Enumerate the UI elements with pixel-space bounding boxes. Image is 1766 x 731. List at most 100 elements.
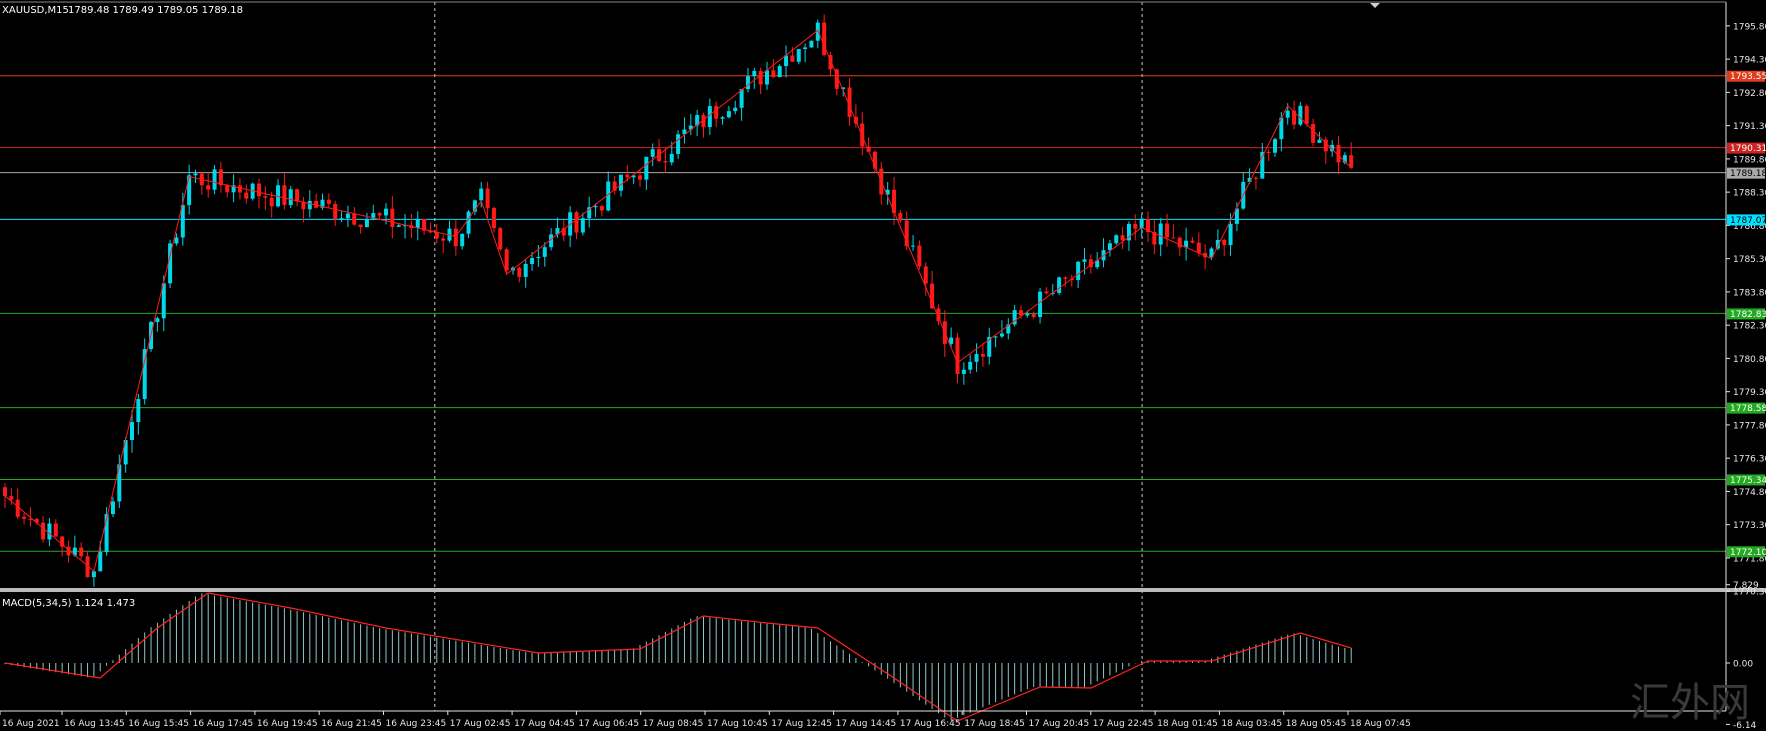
time-tick-label: 17 Aug 04:45 bbox=[514, 719, 575, 729]
candle-body bbox=[136, 399, 141, 423]
candle-body bbox=[917, 245, 922, 267]
candle-body bbox=[282, 185, 287, 205]
candle-body bbox=[961, 369, 966, 374]
ohlc-readout: 1789.48 1789.49 1789.05 1789.18 bbox=[68, 5, 243, 16]
candle-body bbox=[1184, 240, 1189, 248]
price-tick-label: 1779.30 bbox=[1733, 388, 1766, 398]
price-tick-label: 1785.30 bbox=[1733, 255, 1766, 265]
candle-body bbox=[1304, 105, 1309, 124]
candle-body bbox=[688, 125, 693, 130]
candle-body bbox=[980, 354, 985, 357]
candle-body bbox=[295, 189, 300, 202]
level-tag-label: 1782.83 bbox=[1730, 310, 1766, 320]
watermark: 汇外网 bbox=[1630, 680, 1750, 726]
time-tick-label: 17 Aug 18:45 bbox=[964, 719, 1025, 729]
candle-body bbox=[472, 200, 477, 212]
time-tick-label: 17 Aug 06:45 bbox=[578, 719, 639, 729]
candle-body bbox=[206, 185, 211, 190]
candle-body bbox=[1139, 218, 1144, 229]
candle-body bbox=[333, 203, 338, 220]
candle-body bbox=[745, 76, 750, 90]
candle-body bbox=[866, 146, 871, 152]
candle-body bbox=[930, 283, 935, 309]
candle-body bbox=[237, 185, 242, 193]
candle-body bbox=[1285, 110, 1290, 118]
candle-body bbox=[790, 55, 795, 62]
time-tick-label: 18 Aug 05:45 bbox=[1286, 719, 1347, 729]
candle-body bbox=[110, 501, 115, 515]
time-tick-label: 17 Aug 10:45 bbox=[707, 719, 768, 729]
candle-body bbox=[892, 189, 896, 213]
candle-body bbox=[733, 107, 738, 112]
price-tick-label: 1791.30 bbox=[1733, 122, 1766, 132]
candle-body bbox=[257, 183, 261, 197]
candle-body bbox=[523, 263, 528, 277]
candle-body bbox=[714, 106, 719, 119]
candle-body bbox=[28, 518, 33, 520]
candle-body bbox=[517, 267, 522, 277]
candle-body bbox=[618, 174, 623, 191]
price-tick-label: 1774.80 bbox=[1733, 488, 1766, 498]
candle-body bbox=[1298, 105, 1303, 125]
candle-body bbox=[803, 47, 808, 50]
candle-body bbox=[155, 318, 160, 322]
time-tick-label: 17 Aug 22:45 bbox=[1093, 719, 1154, 729]
candle-body bbox=[631, 175, 636, 178]
candle-body bbox=[726, 111, 731, 118]
candle-body bbox=[263, 196, 268, 198]
candle-body bbox=[1088, 259, 1093, 268]
candle-body bbox=[676, 134, 681, 154]
time-tick-label: 16 Aug 17:45 bbox=[193, 719, 254, 729]
time-tick-label: 16 Aug 21:45 bbox=[321, 719, 382, 729]
candle-body bbox=[904, 220, 909, 247]
price-tick-label: 1777.80 bbox=[1733, 421, 1766, 431]
candle-body bbox=[377, 213, 382, 216]
candle-body bbox=[390, 208, 395, 227]
candle-body bbox=[1126, 223, 1131, 241]
candle-body bbox=[123, 440, 128, 465]
candle-body bbox=[1203, 252, 1208, 258]
time-tick-label: 16 Aug 15:45 bbox=[128, 719, 189, 729]
candle-body bbox=[1222, 240, 1227, 246]
candle-body bbox=[606, 181, 611, 211]
candle-body bbox=[504, 249, 509, 271]
candle-body bbox=[79, 547, 84, 557]
candle-body bbox=[3, 487, 7, 497]
candle-body bbox=[364, 218, 369, 228]
price-tick-label: 1783.80 bbox=[1733, 288, 1766, 298]
level-tag-label: 1775.34 bbox=[1730, 476, 1766, 486]
candle-body bbox=[587, 207, 592, 219]
candle-body bbox=[834, 69, 839, 89]
candle-body bbox=[352, 213, 357, 225]
candle-body bbox=[1171, 237, 1176, 239]
candle-body bbox=[1012, 310, 1017, 325]
candle-body bbox=[339, 218, 344, 220]
shift-marker-icon[interactable] bbox=[1370, 3, 1380, 8]
candle-body bbox=[828, 55, 833, 70]
candle-body bbox=[403, 225, 408, 227]
time-tick-label: 17 Aug 02:45 bbox=[450, 719, 511, 729]
price-levels bbox=[0, 75, 1726, 552]
candle-body bbox=[1152, 232, 1157, 245]
time-tick-label: 18 Aug 03:45 bbox=[1221, 719, 1282, 729]
time-tick-label: 17 Aug 08:45 bbox=[643, 719, 704, 729]
candle-body bbox=[549, 234, 554, 248]
candle-body bbox=[60, 536, 65, 547]
candle-body bbox=[847, 87, 852, 117]
candle-body bbox=[479, 188, 484, 201]
candle-body bbox=[307, 200, 312, 210]
candle-body bbox=[288, 189, 293, 205]
candle-body bbox=[663, 160, 668, 163]
candle-body bbox=[841, 87, 846, 89]
candle-body bbox=[1057, 277, 1062, 293]
candle-body bbox=[193, 173, 198, 176]
candle-body bbox=[1063, 277, 1068, 279]
candle-body bbox=[72, 547, 77, 556]
level-tag bbox=[1727, 70, 1765, 82]
candle-body bbox=[993, 336, 998, 338]
candle-body bbox=[695, 115, 700, 126]
candle-body bbox=[1019, 310, 1023, 316]
macd-panel: 7.829 0.00 -6.14 bbox=[4, 581, 1759, 731]
candle-body bbox=[777, 66, 782, 78]
